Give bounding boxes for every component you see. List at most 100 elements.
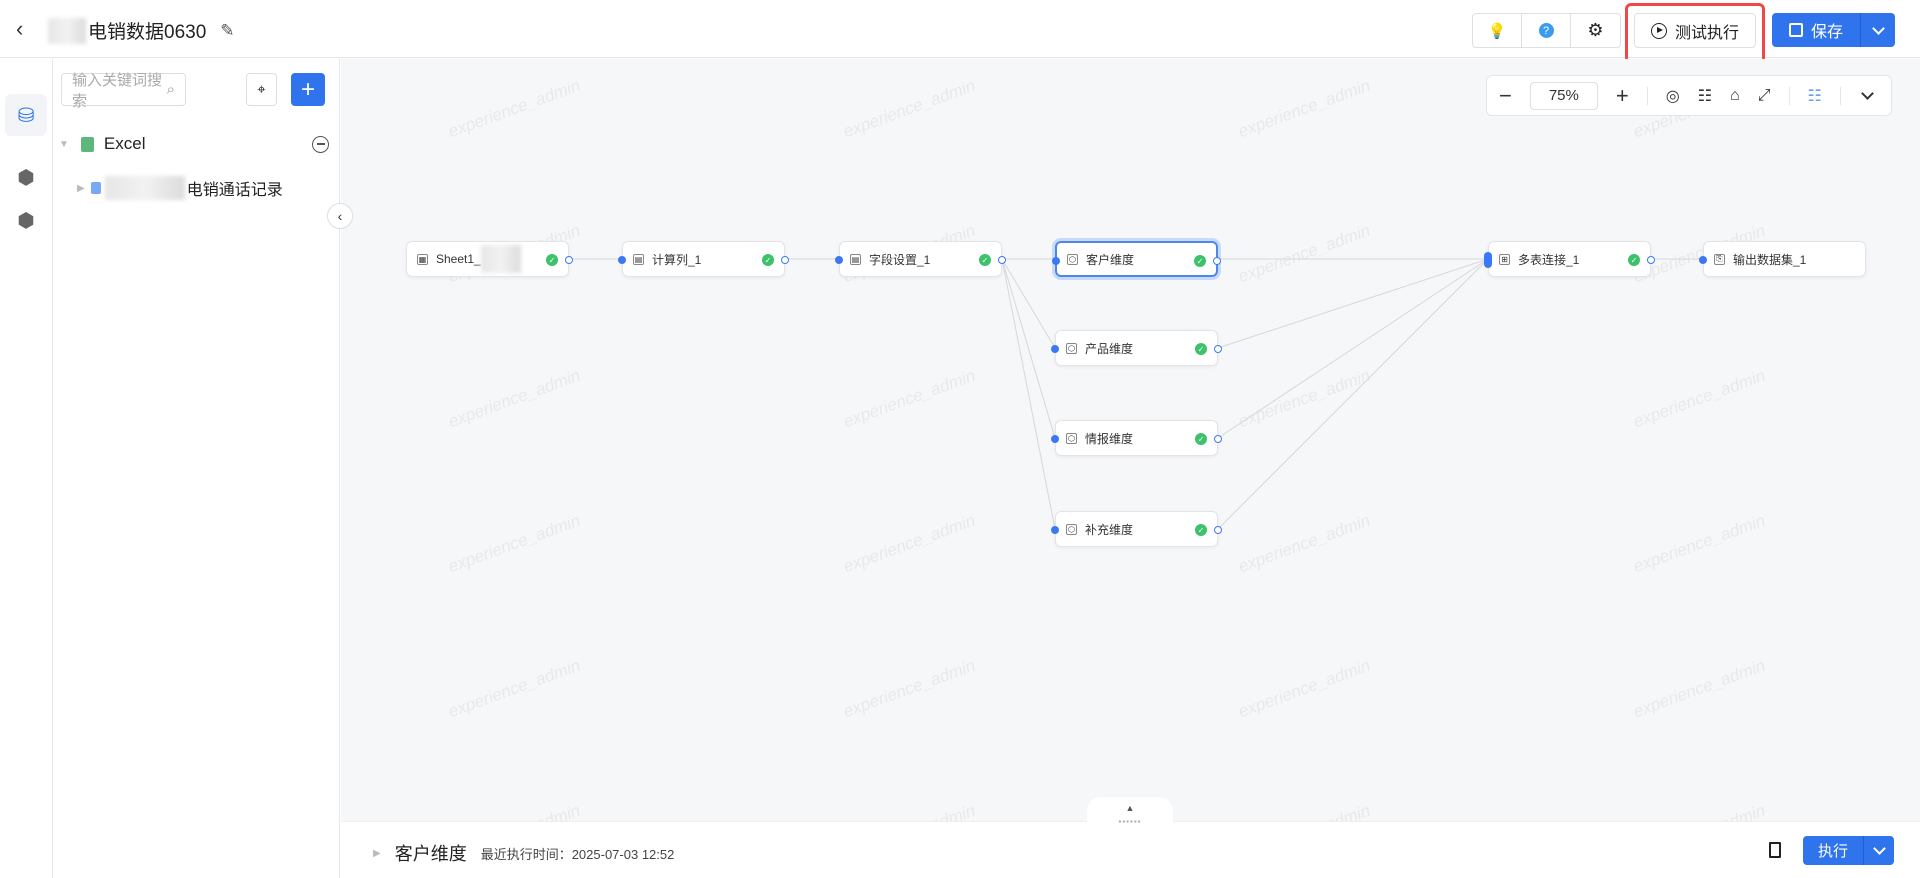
layout-tree-icon[interactable]: ☷ [1697, 87, 1713, 105]
input-port[interactable] [618, 256, 626, 264]
flow-node[interactable]: ▤ 计算列_1 ✓ [618, 241, 789, 277]
output-port[interactable] [1214, 435, 1222, 443]
back-icon[interactable]: ‹ [16, 16, 24, 41]
zoom-in-icon[interactable]: + [1615, 82, 1629, 108]
canvas-toolbar: − 75% + ◎ ☷ ⌂ ⤢ ☷ [1486, 75, 1892, 116]
output-port[interactable] [781, 256, 789, 264]
success-check-icon: ✓ [1194, 255, 1206, 267]
success-check-icon: ✓ [1628, 254, 1640, 266]
exec-dropdown-button[interactable] [1864, 836, 1894, 865]
target-icon: ⌖ [257, 81, 266, 98]
input-port[interactable] [1052, 257, 1060, 265]
source-node-icon: ▦ [417, 253, 428, 265]
gear-icon[interactable]: ⚙ [1587, 20, 1604, 40]
lightbulb-icon[interactable]: 💡 [1473, 14, 1522, 47]
database-icon[interactable]: ⛁ [5, 94, 47, 136]
divider [1788, 86, 1790, 105]
output-port[interactable] [1214, 345, 1222, 353]
flow-node[interactable]: ⬡ 产品维度 ✓ [1051, 330, 1222, 366]
excel-icon [80, 136, 94, 152]
add-button[interactable]: + [291, 73, 325, 106]
clear-basket-icon[interactable]: ⌂ [1730, 86, 1740, 104]
save-dropdown-button[interactable] [1861, 13, 1895, 47]
field-node-icon: ▤ [850, 253, 861, 265]
input-port[interactable] [1051, 435, 1059, 443]
divider [1646, 86, 1648, 105]
flow-node[interactable]: ⎘ 输出数据集_1 [1699, 241, 1866, 277]
caret-up-icon: ▲ [1125, 803, 1135, 813]
flow-node[interactable]: ▤ 字段设置_1 ✓ [835, 241, 1006, 277]
chevron-down-icon [1871, 21, 1885, 35]
caret-down-icon[interactable]: ▼ [59, 138, 69, 150]
node-label: 情报维度 [1085, 431, 1134, 446]
output-port[interactable] [1647, 256, 1655, 264]
cube-tools-icon[interactable]: ⬢ [17, 166, 35, 189]
tree-item-child[interactable]: ▶ 电销通话记录 [77, 176, 283, 200]
input-port[interactable] [1699, 256, 1707, 264]
flow-node[interactable]: ▦ Sheet1_ ✓ [406, 241, 573, 277]
dimension-node-icon: ⬡ [1066, 432, 1077, 444]
bottom-panel-handle[interactable]: ▲ ▪▪▪▪▪▪ [1087, 797, 1173, 827]
output-port[interactable] [1213, 257, 1221, 265]
test-run-button[interactable]: 测试执行 [1634, 13, 1756, 48]
tree-item-excel[interactable]: ▼ Excel [59, 131, 329, 157]
success-check-icon: ✓ [1195, 433, 1207, 445]
center-icon[interactable]: ◎ [1665, 87, 1680, 105]
collapse-panel-button[interactable]: ‹ [327, 203, 353, 229]
chevron-down-icon [1872, 842, 1886, 855]
output-port[interactable] [565, 256, 573, 264]
output-node-icon: ⎘ [1714, 253, 1725, 265]
redacted-text [48, 17, 86, 44]
exec-button-group: 执行 [1803, 836, 1894, 865]
input-port[interactable] [1484, 252, 1492, 268]
flow-canvas[interactable]: experience_admin experience_admin experien… [341, 59, 1920, 821]
save-icon [1788, 23, 1803, 37]
data-source-panel: 输入关键词搜索 ⌕ ⌖ + ▼ Excel ▶ 电销通话记录 [53, 59, 340, 878]
node-label: 多表连接_1 [1518, 252, 1580, 267]
save-button[interactable]: 保存 [1772, 13, 1861, 47]
grid-icon[interactable]: ☷ [1807, 87, 1822, 105]
play-icon [1650, 22, 1667, 39]
zoom-out-icon[interactable]: − [1499, 82, 1512, 108]
input-port[interactable] [835, 256, 843, 264]
flow-node[interactable]: ⬡ 客户维度 ✓ [1052, 241, 1221, 277]
cube-icon[interactable]: ⬢ [17, 209, 35, 232]
dimension-node-icon: ⬡ [1066, 342, 1077, 354]
flow-node[interactable]: ⊞ 多表连接_1 ✓ [1484, 241, 1655, 277]
output-port[interactable] [998, 256, 1006, 264]
drag-handle-icon: ▪▪▪▪▪▪ [1118, 817, 1142, 826]
help-icon[interactable]: ? [1522, 14, 1571, 47]
flow-node[interactable]: ⬡ 补充维度 ✓ [1051, 511, 1222, 547]
caret-right-icon[interactable]: ▶ [77, 182, 85, 194]
node-label: 计算列_1 [652, 252, 702, 267]
exec-button[interactable]: 执行 [1803, 836, 1864, 865]
output-port[interactable] [1214, 526, 1222, 534]
file-icon [90, 182, 101, 194]
search-input[interactable]: 输入关键词搜索 ⌕ [61, 72, 186, 110]
search-icon: ⌕ [166, 81, 175, 98]
bottom-panel: ▶ 客户维度 最近执行时间：2025-07-03 12:52 执行 [341, 821, 1920, 878]
zoom-level[interactable]: 75% [1529, 81, 1598, 110]
success-check-icon: ✓ [979, 254, 991, 266]
input-port[interactable] [1051, 345, 1059, 353]
join-node-icon: ⊞ [1499, 253, 1510, 265]
collapse-circle-icon[interactable] [312, 135, 329, 153]
document-icon[interactable] [1769, 842, 1781, 858]
locate-button[interactable]: ⌖ [246, 73, 277, 106]
input-port[interactable] [1051, 526, 1059, 534]
flow-edge [1217, 258, 1489, 349]
chevron-left-icon: ‹ [337, 208, 343, 224]
page-title: 电销数据0630 ✎ [48, 17, 235, 44]
caret-right-icon[interactable]: ▶ [373, 847, 381, 859]
flow-edge [1001, 258, 1056, 439]
icon-rail: ⛁ ⬢ ⬢ [0, 59, 53, 878]
chevron-down-icon[interactable] [1860, 87, 1874, 100]
node-label: 客户维度 [1086, 252, 1135, 267]
flow-edge [1217, 258, 1489, 439]
success-check-icon: ✓ [1195, 524, 1207, 536]
fullscreen-icon[interactable]: ⤢ [1757, 86, 1771, 104]
flow-edge [1217, 258, 1489, 530]
edit-icon[interactable]: ✎ [220, 20, 235, 40]
success-check-icon: ✓ [762, 254, 774, 266]
flow-node[interactable]: ⬡ 情报维度 ✓ [1051, 420, 1222, 456]
